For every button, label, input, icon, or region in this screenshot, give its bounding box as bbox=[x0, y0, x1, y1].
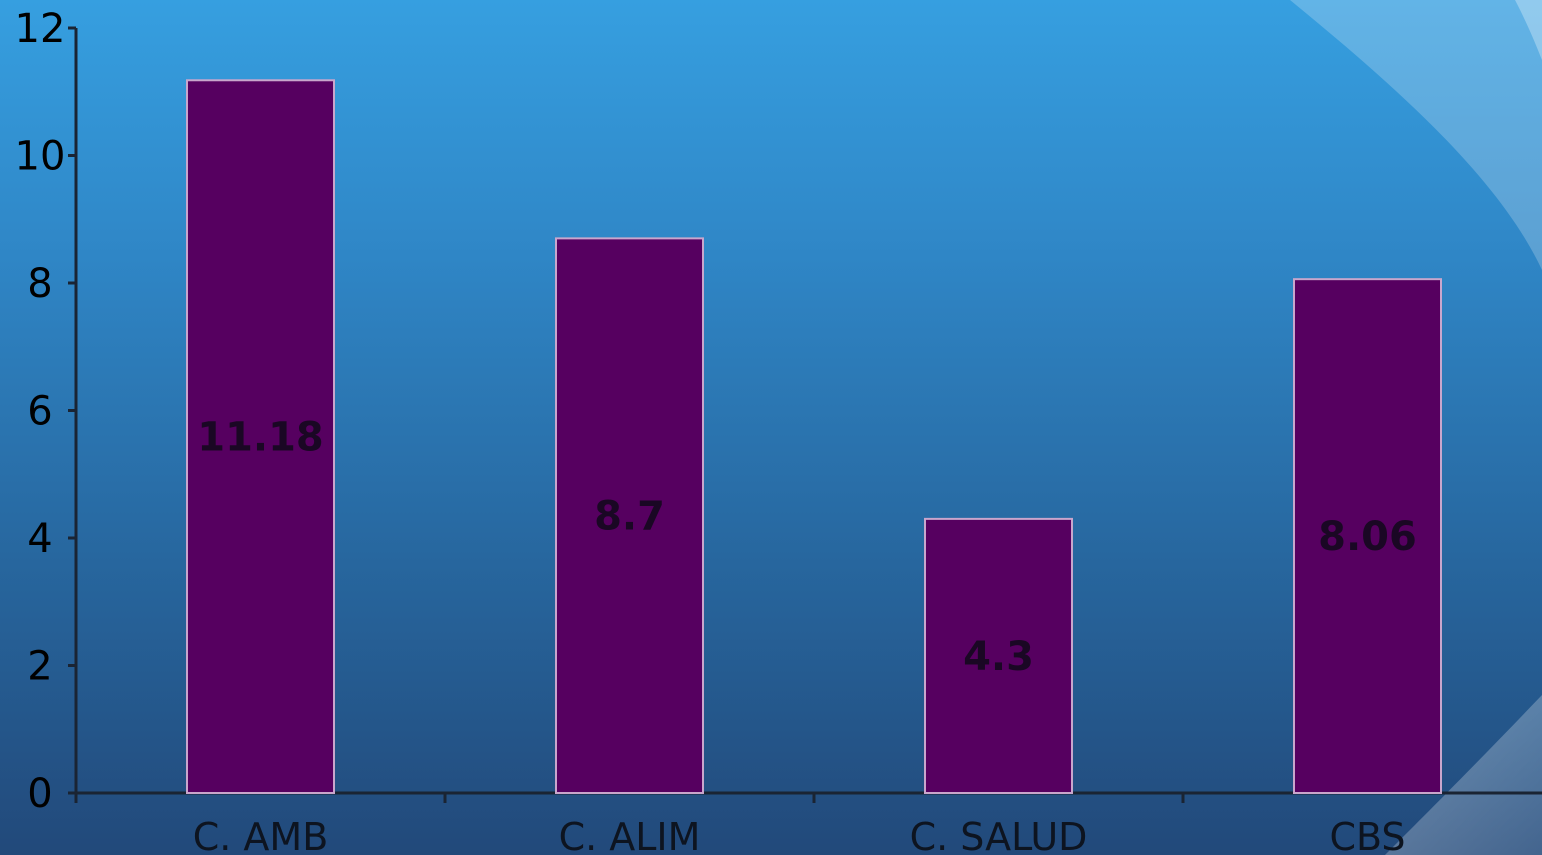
y-tick-label: 6 bbox=[27, 389, 52, 435]
data-label: 11.18 bbox=[197, 415, 324, 461]
y-tick-label: 4 bbox=[27, 516, 52, 562]
bar-4 bbox=[1293, 278, 1442, 794]
x-category-label: CBS bbox=[1329, 815, 1405, 855]
bar-3 bbox=[924, 517, 1073, 794]
decorative-swoosh bbox=[1290, 0, 1542, 855]
x-category-label: C. AMB bbox=[193, 815, 329, 855]
x-category-label: C. ALIM bbox=[559, 815, 701, 855]
y-tick-label: 2 bbox=[27, 644, 52, 690]
plot-area: 0 2 4 6 8 10 12 11.18 C. AMB 8.7 C. ALIM 4.3 C. SALU… bbox=[15, 6, 1542, 855]
y-tick-label: 8 bbox=[27, 261, 52, 307]
data-label: 8.06 bbox=[1318, 514, 1417, 560]
x-category-label: C. SALUD bbox=[910, 815, 1088, 855]
y-tick-label: 0 bbox=[27, 771, 52, 817]
y-tick-label: 12 bbox=[15, 6, 66, 52]
y-tick-label: 10 bbox=[15, 134, 66, 180]
bar-1 bbox=[186, 79, 335, 794]
bar-2 bbox=[555, 237, 704, 794]
data-label: 4.3 bbox=[963, 634, 1034, 680]
data-label: 8.7 bbox=[594, 494, 665, 540]
